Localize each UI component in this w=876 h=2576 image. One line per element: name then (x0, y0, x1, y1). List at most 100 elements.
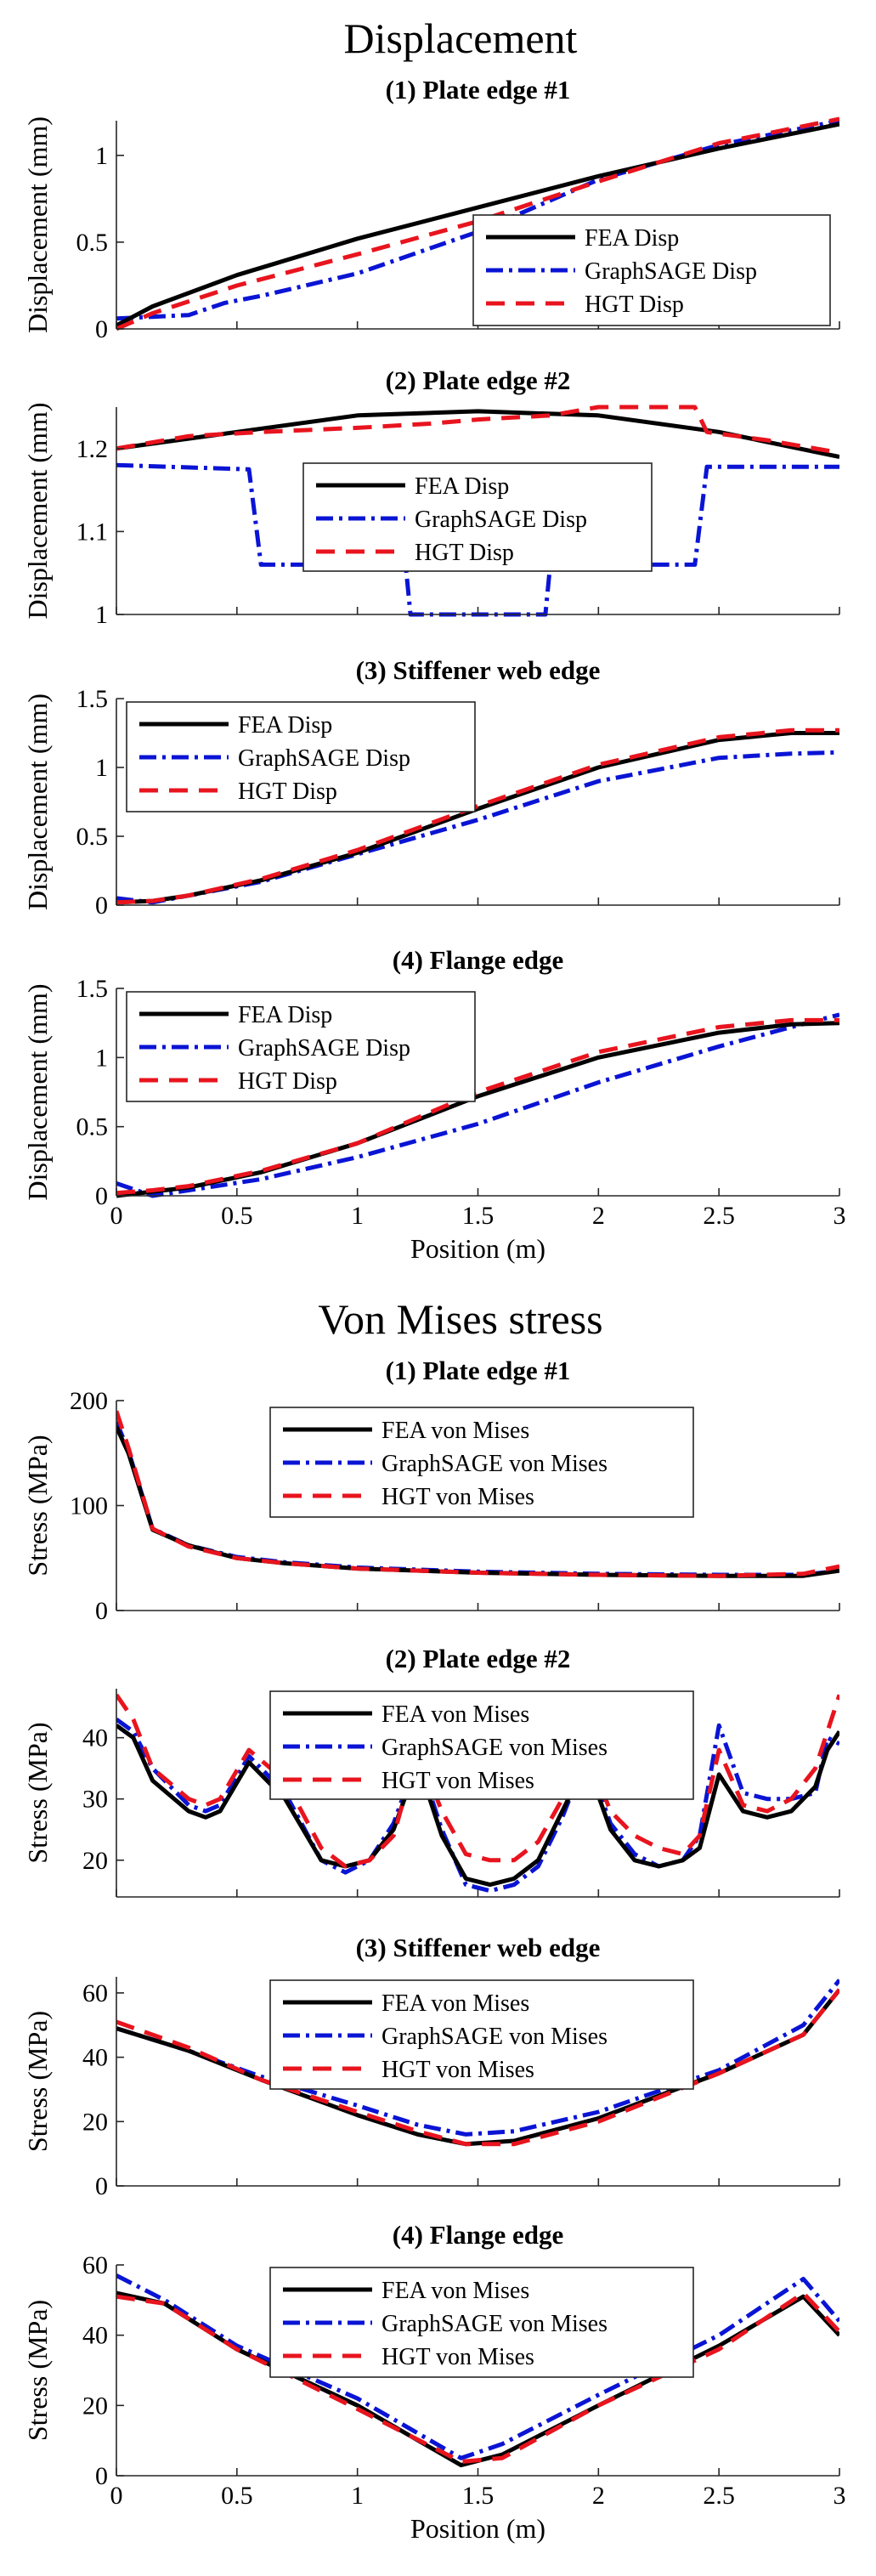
chart-title: (4) Flange edge (393, 945, 563, 975)
legend-label-graphsage: GraphSAGE Disp (238, 1035, 410, 1062)
x-axis-label: Position (m) (410, 1233, 545, 1264)
series-line-fea (116, 731, 839, 905)
y-tick-label: 1.5 (76, 685, 109, 713)
series-line-fea (116, 1724, 839, 1888)
legend-label-graphsage: GraphSAGE von Mises (381, 2024, 608, 2050)
series-line-hgt (116, 728, 839, 905)
y-tick-label: 1.2 (76, 435, 109, 463)
legend-label-hgt: HGT Disp (585, 292, 684, 318)
legend-label-hgt: HGT von Mises (381, 2344, 534, 2370)
y-tick-label: 0 (95, 1182, 108, 1210)
x-tick-label: 3 (834, 2482, 846, 2510)
x-tick-label: 0.5 (221, 1202, 253, 1230)
y-tick-label: 40 (82, 2044, 108, 2072)
section-title-displacement: Displacement (344, 14, 578, 62)
series-group (116, 116, 839, 331)
series-line-graphsage (116, 1012, 839, 1198)
x-tick-label: 1.5 (462, 1202, 495, 1230)
y-axis-label: Stress (MPa) (22, 1435, 53, 1576)
legend-label-graphsage: GraphSAGE von Mises (381, 2311, 608, 2337)
y-tick-label: 0 (95, 1597, 108, 1625)
legend: FEA von Mises GraphSAGE von Mises HGT von … (269, 1690, 694, 1800)
y-tick-label: 20 (82, 2392, 108, 2420)
y-tick-label: 0.5 (76, 1113, 109, 1141)
x-tick-label: 0.5 (221, 2482, 253, 2510)
legend-label-graphsage: GraphSAGE von Mises (381, 1451, 608, 1477)
y-tick-label: 40 (82, 2322, 108, 2350)
chart-7: (3) Stiffener web edge 0 20 40 60 Stress (MPa… (22, 1933, 840, 2200)
y-tick-label: 20 (82, 2108, 108, 2136)
y-tick-label: 1 (95, 754, 108, 782)
series-group (116, 1979, 839, 2147)
charts-container: (1) Plate edge #1 0 0.5 1 Displacement (mm) F… (22, 75, 846, 2544)
legend-label-hgt: HGT Disp (238, 778, 337, 805)
legend-label-graphsage: GraphSAGE Disp (238, 745, 410, 772)
y-axis-label: Stress (MPa) (22, 2011, 53, 2152)
legend-label-hgt: HGT von Mises (381, 1768, 534, 1794)
y-tick-label: 1 (95, 601, 108, 629)
chart-5: (1) Plate edge #1 0 100 200 Stress (MPa) FEA … (22, 1356, 840, 1625)
series-line-hgt (116, 1988, 839, 2147)
legend: FEA Disp GraphSAGE Disp HGT Disp (126, 701, 476, 812)
series-line-hgt (116, 116, 839, 331)
y-tick-label: 0.5 (76, 823, 109, 851)
y-tick-label: 1 (95, 1044, 108, 1072)
legend-label-hgt: HGT Disp (415, 540, 514, 566)
legend-label-fea: FEA Disp (238, 712, 332, 739)
legend-label-hgt: HGT Disp (238, 1068, 337, 1095)
y-tick-label: 0.5 (76, 229, 109, 257)
x-tick-label: 2 (592, 1202, 605, 1230)
legend-label-graphsage: GraphSAGE von Mises (381, 1735, 608, 1761)
series-line-graphsage (116, 1979, 839, 2137)
chart-title: (3) Stiffener web edge (356, 655, 601, 685)
x-tick-label: 3 (834, 1202, 846, 1230)
y-tick-label: 60 (82, 1979, 108, 2007)
legend-label-hgt: HGT von Mises (381, 1484, 534, 1510)
y-tick-label: 1.1 (76, 518, 109, 546)
chart-2: (2) Plate edge #2 1 1.1 1.2 Displacement (mm… (22, 365, 840, 629)
series-line-graphsage (116, 2273, 839, 2460)
section-title-von-mises: Von Mises stress (318, 1295, 602, 1343)
series-line-hgt (116, 1410, 839, 1578)
legend: FEA Disp GraphSAGE Disp HGT Disp (302, 462, 653, 572)
legend: FEA Disp GraphSAGE Disp HGT Disp (472, 214, 831, 326)
y-tick-label: 0 (95, 2462, 108, 2490)
x-tick-label: 0 (110, 2482, 123, 2510)
chart-1: (1) Plate edge #1 0 0.5 1 Displacement (mm) F… (22, 75, 840, 343)
legend: FEA von Mises GraphSAGE von Mises HGT von … (269, 1407, 694, 1518)
y-tick-label: 0 (95, 315, 108, 343)
y-tick-label: 30 (82, 1786, 108, 1814)
series-line-hgt (116, 405, 839, 456)
y-tick-label: 0 (95, 892, 108, 920)
legend: FEA Disp GraphSAGE Disp HGT Disp (126, 991, 476, 1102)
legend-label-fea: FEA von Mises (381, 1701, 529, 1728)
legend: FEA von Mises GraphSAGE von Mises HGT von … (269, 2267, 694, 2378)
series-line-graphsage (116, 750, 839, 905)
legend: FEA von Mises GraphSAGE von Mises HGT von … (269, 1979, 694, 2090)
y-axis-label: Displacement (mm) (22, 116, 53, 333)
y-tick-label: 1.5 (76, 975, 109, 1003)
chart-title: (1) Plate edge #1 (386, 75, 571, 105)
y-tick-label: 0 (95, 2172, 108, 2200)
chart-title: (1) Plate edge #1 (386, 1356, 571, 1385)
y-axis-label: Displacement (mm) (22, 983, 53, 1200)
y-tick-label: 100 (70, 1492, 108, 1520)
series-group (116, 728, 839, 905)
series-line-graphsage (116, 118, 839, 321)
series-group (116, 1012, 839, 1198)
series-group (116, 1693, 839, 1894)
chart-title: (3) Stiffener web edge (356, 1933, 601, 1962)
series-line-fea (116, 122, 839, 328)
legend-label-fea: FEA Disp (415, 473, 509, 500)
y-tick-label: 40 (82, 1724, 108, 1752)
y-tick-label: 200 (70, 1387, 108, 1415)
legend-label-graphsage: GraphSAGE Disp (585, 258, 757, 285)
chart-8: (4) Flange edge 0 0.5 1 1.5 2 2.5 3 0 20 40 60 Stres… (22, 2220, 846, 2544)
chart-title: (4) Flange edge (393, 2220, 563, 2250)
y-axis-label: Displacement (mm) (22, 694, 53, 910)
legend-label-fea: FEA von Mises (381, 1418, 529, 1444)
chart-title: (2) Plate edge #2 (386, 365, 571, 395)
series-line-hgt (116, 1017, 839, 1196)
